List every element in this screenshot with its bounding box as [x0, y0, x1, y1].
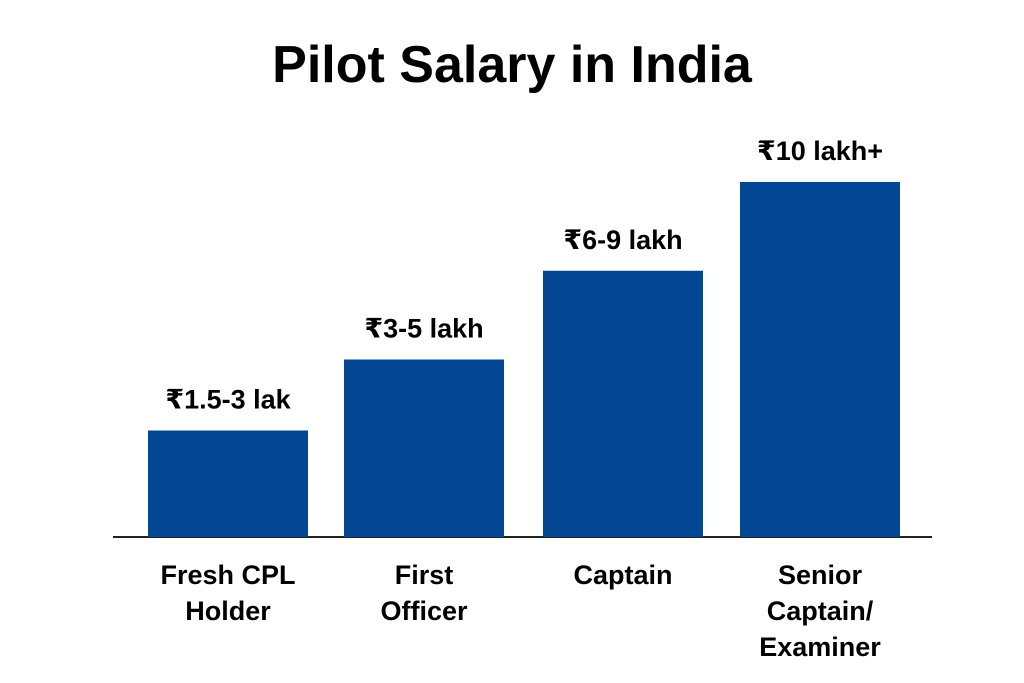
- value-label: ₹6-9 lakh: [563, 225, 682, 255]
- value-label: ₹1.5-3 lak: [165, 385, 291, 415]
- bar: [148, 430, 308, 537]
- category-label: Senior Captain/ Examiner: [759, 560, 881, 662]
- value-label: ₹10 lakh+: [757, 136, 883, 166]
- bar: [543, 270, 703, 537]
- category-label: First Officer: [380, 560, 468, 626]
- bar: [344, 359, 504, 537]
- bar: [740, 182, 900, 537]
- category-label: Fresh CPL Holder: [160, 560, 296, 626]
- chart-title: Pilot Salary in India: [272, 36, 753, 94]
- category-label: Captain: [573, 560, 673, 590]
- value-label: ₹3-5 lakh: [364, 314, 483, 344]
